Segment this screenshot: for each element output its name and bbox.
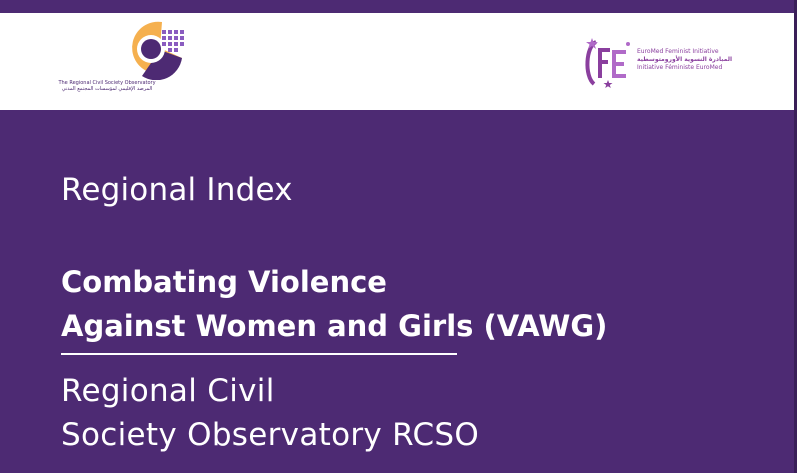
rcso-caption: The Regional Civil Society Observatory ا… <box>52 80 162 92</box>
title-divider <box>61 353 457 355</box>
cover-title: Combating Violence Against Women and Gir… <box>61 260 607 348</box>
rcso-caption-ar: المرصد الإقليمي لمؤسسات المجتمع المدني <box>61 86 153 92</box>
rcso-caption-en: The Regional Civil Society Observatory <box>58 80 156 86</box>
header-band <box>0 13 797 110</box>
efi-name-en: EuroMed Feminist Initiative <box>637 48 719 55</box>
page-edge <box>794 0 797 473</box>
top-strip <box>0 0 797 13</box>
cover-org-line1: Regional Civil <box>61 373 275 409</box>
cover-org-line2: Society Observatory RCSO <box>61 417 480 453</box>
cover-title-line2: Against Women and Girls (VAWG) <box>61 309 608 343</box>
efi-name-fr: Initiative Féministe EuroMed <box>637 64 723 71</box>
rcso-logo-icon <box>132 21 184 80</box>
efi-name-ar: المبادرة النسوية الأورومتوسطية <box>637 56 733 63</box>
cover-organization: Regional Civil Society Observatory RCSO <box>61 369 479 457</box>
cover-subtitle: Regional Index <box>61 172 293 208</box>
efi-name: EuroMed Feminist Initiative المبادرة الن… <box>637 48 757 72</box>
euromed-feminist-initiative-logo-icon <box>585 38 630 88</box>
cover-title-line1: Combating Violence <box>61 265 387 299</box>
